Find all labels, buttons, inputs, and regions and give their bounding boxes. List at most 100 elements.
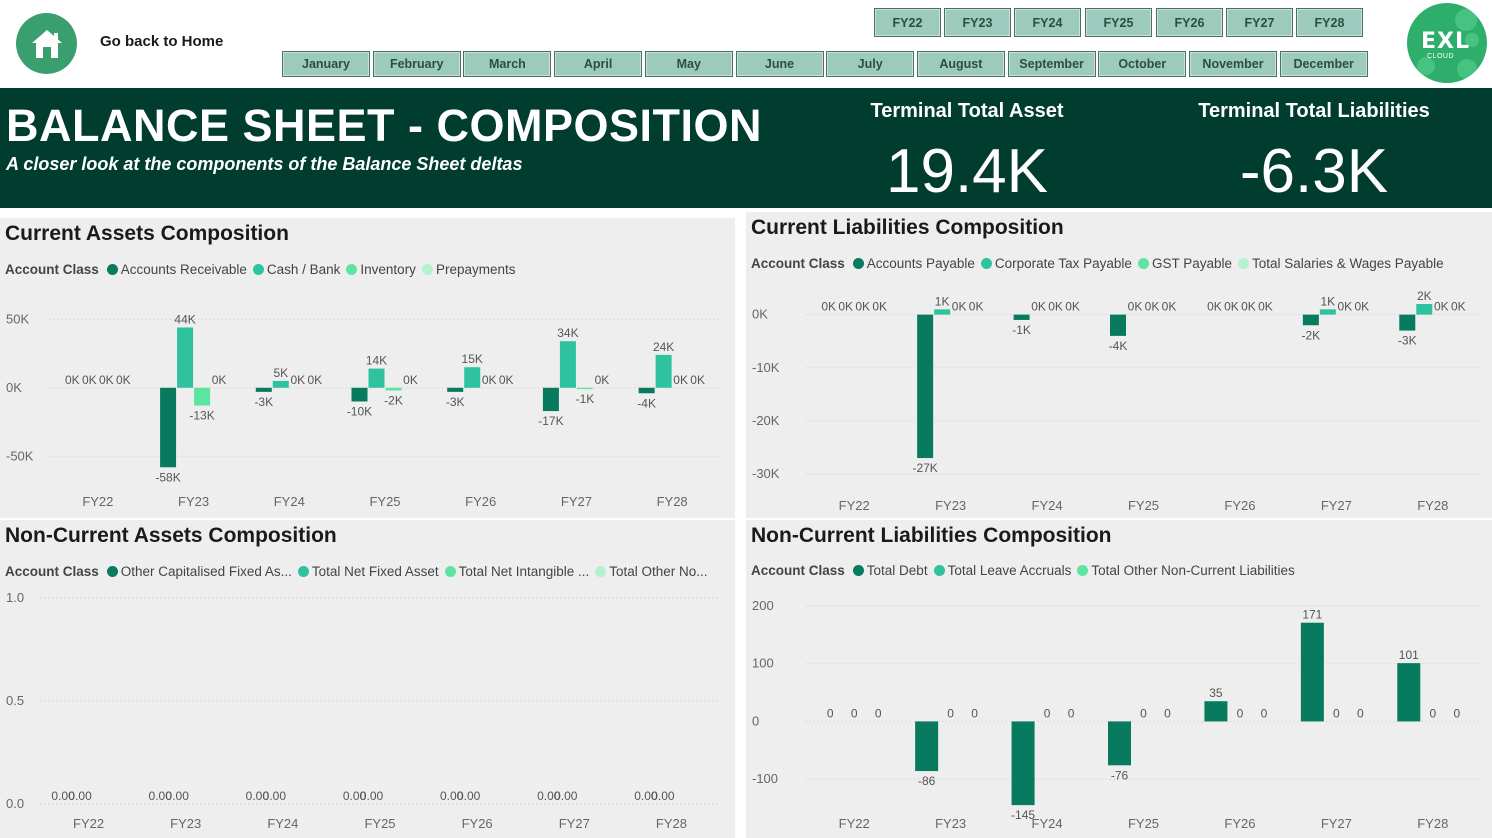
month-button-january[interactable]: January bbox=[282, 51, 370, 77]
year-button-fy25[interactable]: FY25 bbox=[1085, 8, 1152, 37]
x-tick-label: FY23 bbox=[935, 498, 966, 513]
bar[interactable] bbox=[1319, 309, 1336, 315]
y-tick-label: -20K bbox=[752, 413, 780, 428]
home-button[interactable] bbox=[16, 13, 77, 74]
legend-item[interactable]: Prepayments bbox=[421, 262, 515, 277]
legend-item[interactable]: Total Other No... bbox=[595, 564, 708, 579]
month-button-september[interactable]: September bbox=[1007, 51, 1096, 77]
data-label: 101 bbox=[1399, 648, 1419, 662]
y-tick-label: 50K bbox=[6, 311, 29, 326]
data-label: -4K bbox=[637, 396, 656, 410]
current-liabilities-title: Current Liabilities Composition bbox=[751, 216, 1064, 239]
legend-label: Accounts Receivable bbox=[120, 262, 247, 277]
home-link-label[interactable]: Go back to Home bbox=[100, 33, 224, 50]
year-button-fy23[interactable]: FY23 bbox=[944, 8, 1011, 37]
month-button-december[interactable]: December bbox=[1279, 51, 1368, 77]
month-button-april[interactable]: April bbox=[554, 51, 643, 77]
month-button-october[interactable]: October bbox=[1098, 51, 1187, 77]
month-button-june[interactable]: June bbox=[735, 51, 824, 77]
bar[interactable] bbox=[194, 387, 211, 406]
year-button-fy22[interactable]: FY22 bbox=[874, 8, 941, 37]
bar[interactable] bbox=[1397, 663, 1421, 722]
data-label: -58K bbox=[155, 470, 180, 484]
legend-item[interactable]: Cash / Bank bbox=[252, 262, 340, 277]
legend-label: Other Capitalised Fixed As... bbox=[120, 564, 292, 579]
bar[interactable] bbox=[934, 309, 951, 315]
legend-dot-icon bbox=[346, 264, 358, 275]
data-label: 34K bbox=[557, 326, 578, 340]
legend-item[interactable]: Accounts Payable bbox=[852, 256, 975, 271]
y-tick-label: 0.5 bbox=[6, 693, 24, 708]
legend-label: Total Net Fixed Asset bbox=[311, 564, 439, 579]
data-label: 0 bbox=[1453, 706, 1460, 720]
bar[interactable] bbox=[1399, 314, 1416, 331]
bar[interactable] bbox=[638, 387, 655, 394]
legend-item[interactable]: Accounts Receivable bbox=[106, 262, 247, 277]
legend-label: Corporate Tax Payable bbox=[994, 256, 1132, 271]
legend-dot-icon bbox=[1137, 258, 1149, 269]
month-button-march[interactable]: March bbox=[463, 51, 552, 77]
year-button-fy27[interactable]: FY27 bbox=[1226, 8, 1293, 37]
legend-item[interactable]: GST Payable bbox=[1137, 256, 1232, 271]
header-band: BALANCE SHEET - COMPOSITION A closer loo… bbox=[0, 88, 1492, 208]
bar[interactable] bbox=[177, 327, 194, 388]
legend-dot-icon bbox=[252, 264, 264, 275]
bar[interactable] bbox=[1300, 622, 1324, 722]
bar[interactable] bbox=[1204, 701, 1228, 722]
bar[interactable] bbox=[368, 368, 385, 388]
bar[interactable] bbox=[272, 380, 289, 388]
bar[interactable] bbox=[464, 367, 481, 388]
data-label: 0K bbox=[1224, 300, 1239, 314]
bar[interactable] bbox=[655, 354, 672, 388]
legend-item[interactable]: Total Leave Accruals bbox=[933, 563, 1071, 578]
bar[interactable] bbox=[1011, 721, 1035, 806]
data-label: 0K bbox=[1258, 300, 1273, 314]
legend-item[interactable]: Other Capitalised Fixed As... bbox=[106, 564, 292, 579]
data-label: 0K bbox=[499, 373, 514, 387]
bar[interactable] bbox=[1108, 721, 1131, 766]
legend-item[interactable]: Total Other Non-Current Liabilities bbox=[1077, 563, 1295, 578]
bar[interactable] bbox=[1302, 314, 1319, 326]
bar[interactable] bbox=[447, 387, 464, 392]
bar[interactable] bbox=[542, 387, 559, 412]
bar[interactable] bbox=[576, 387, 593, 390]
legend-dot-icon bbox=[595, 566, 607, 577]
bar[interactable] bbox=[351, 387, 368, 402]
bar[interactable] bbox=[915, 721, 939, 772]
legend-item[interactable]: Total Debt bbox=[852, 563, 928, 578]
data-label: 0K bbox=[821, 300, 836, 314]
data-label: 0.00 bbox=[651, 789, 675, 803]
x-tick-label: FY25 bbox=[1128, 498, 1159, 513]
y-tick-label: 0.0 bbox=[6, 796, 24, 811]
x-tick-label: FY27 bbox=[561, 494, 592, 509]
data-label: -145 bbox=[1011, 808, 1035, 822]
month-button-july[interactable]: July bbox=[826, 51, 915, 77]
month-button-may[interactable]: May bbox=[644, 51, 733, 77]
month-button-august[interactable]: August bbox=[916, 51, 1005, 77]
bar[interactable] bbox=[1110, 314, 1126, 336]
bar[interactable] bbox=[1013, 314, 1030, 320]
year-button-fy24[interactable]: FY24 bbox=[1014, 8, 1081, 37]
legend-item[interactable]: Total Net Intangible ... bbox=[444, 564, 589, 579]
legend-item[interactable]: Corporate Tax Payable bbox=[980, 256, 1132, 271]
bar[interactable] bbox=[1416, 304, 1433, 315]
data-label: 24K bbox=[653, 340, 674, 354]
legend-item[interactable]: Total Net Fixed Asset bbox=[297, 564, 439, 579]
bar[interactable] bbox=[559, 341, 576, 388]
year-button-fy28[interactable]: FY28 bbox=[1296, 8, 1363, 37]
month-button-february[interactable]: February bbox=[372, 51, 461, 77]
data-label: 0K bbox=[1031, 300, 1046, 314]
data-label: 0.00 bbox=[634, 789, 658, 803]
bar[interactable] bbox=[160, 387, 177, 468]
bar[interactable] bbox=[255, 387, 272, 392]
month-button-november[interactable]: November bbox=[1189, 51, 1277, 77]
bar[interactable] bbox=[385, 387, 402, 391]
year-button-fy26[interactable]: FY26 bbox=[1156, 8, 1223, 37]
legend-item[interactable]: Total Salaries & Wages Payable bbox=[1238, 256, 1444, 271]
legend-item[interactable]: Inventory bbox=[346, 262, 416, 277]
data-label: 0K bbox=[99, 373, 114, 387]
data-label: 0.00 bbox=[263, 789, 287, 803]
x-tick-label: FY22 bbox=[839, 816, 870, 831]
bar[interactable] bbox=[917, 314, 934, 459]
y-tick-label: 200 bbox=[752, 598, 774, 613]
